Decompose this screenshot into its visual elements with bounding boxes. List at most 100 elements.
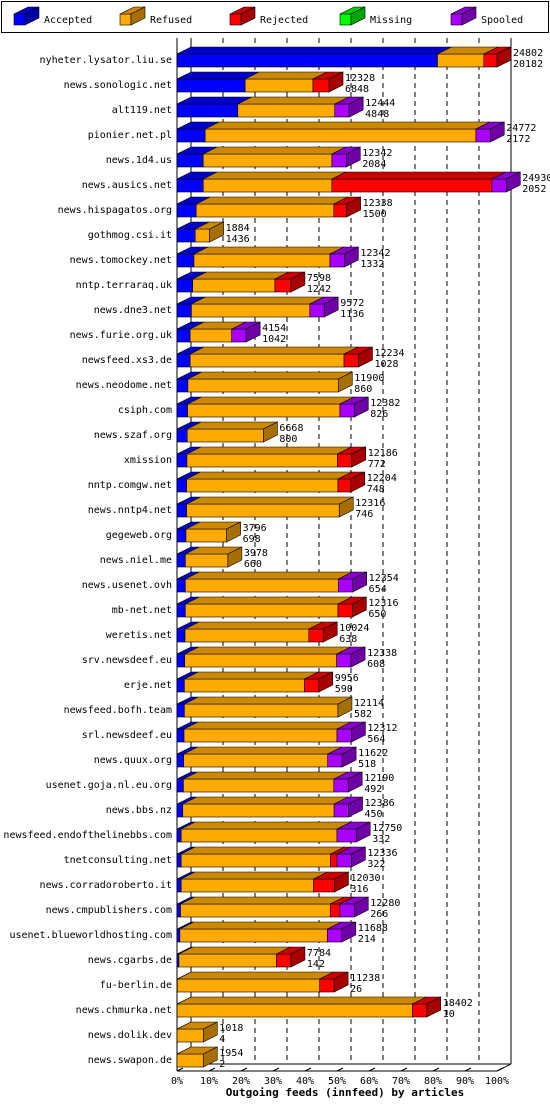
bar-refused-top xyxy=(237,96,349,105)
bar-spooled-side xyxy=(352,571,367,593)
bar-accepted-front xyxy=(176,578,186,593)
bar-row xyxy=(176,671,334,693)
accepted-value: 650 xyxy=(368,609,386,620)
bar-accepted xyxy=(176,46,452,68)
bar-accepted-front xyxy=(176,778,184,793)
bar-accepted-front xyxy=(176,503,187,518)
bar-row xyxy=(176,471,366,493)
accepted-value: 266 xyxy=(370,909,388,920)
accepted-value: 826 xyxy=(370,409,388,420)
accepted-value: 590 xyxy=(335,684,353,695)
bar-refused-top xyxy=(181,871,328,880)
bar-rejected-front xyxy=(337,478,352,493)
bar-refused-front xyxy=(184,678,305,693)
category-label: srv.newsdeef.eu xyxy=(82,655,172,666)
bar-refused xyxy=(192,271,290,293)
category-label: news.tomockey.net xyxy=(70,255,172,266)
offered-value: 12382 xyxy=(370,398,400,409)
bar-refused-front xyxy=(193,253,331,268)
bar-refused-top xyxy=(185,571,353,580)
bar-refused-side xyxy=(337,371,353,393)
bar-accepted-front xyxy=(176,253,195,268)
bar-accepted-front xyxy=(176,878,182,893)
bar-refused xyxy=(185,596,353,618)
bar-refused xyxy=(185,546,243,568)
bar-refused xyxy=(189,321,246,343)
offered-value: 9956 xyxy=(335,673,359,684)
bar-rejected-front xyxy=(319,978,335,993)
bar-refused-front xyxy=(186,503,340,518)
bar-spooled-side xyxy=(344,246,359,268)
legend-swatch-rejected xyxy=(229,6,256,26)
bar-refused-side xyxy=(209,221,224,243)
category-label: news.bbs.nz xyxy=(106,805,172,816)
bar-refused xyxy=(191,296,324,318)
bar-spooled-front xyxy=(333,803,349,818)
bar-refused-front xyxy=(177,978,321,993)
bar-spooled-front xyxy=(336,653,352,668)
bar-accepted-front xyxy=(176,553,186,568)
category-label: news.ausics.net xyxy=(82,180,172,191)
bar-accepted-front xyxy=(176,603,186,618)
bar-refused-side xyxy=(226,521,241,543)
x-tick-label: 90% xyxy=(456,1076,474,1087)
x-tick-mark xyxy=(368,1067,376,1072)
bar-accepted xyxy=(176,246,209,268)
offered-value: 1884 xyxy=(226,223,250,234)
x-tick-label: 100% xyxy=(485,1076,509,1087)
bar-spooled-side xyxy=(245,321,261,343)
bar-refused xyxy=(180,846,345,868)
bar-refused xyxy=(184,646,351,668)
category-label: csiph.com xyxy=(118,405,172,416)
legend-label-refused: Refused xyxy=(150,15,192,26)
bar-refused-front xyxy=(179,928,328,943)
bar-refused xyxy=(244,71,328,93)
bar-row xyxy=(176,621,338,643)
bar-rejected-side xyxy=(426,996,442,1018)
bar-accepted-front xyxy=(176,678,185,693)
bar-refused-top xyxy=(182,796,349,805)
bar-row xyxy=(176,71,344,93)
bar-refused-front xyxy=(187,403,341,418)
bar-row xyxy=(176,521,241,543)
category-label: newsfeed.endofthelinebbs.com xyxy=(3,830,172,841)
bar-row xyxy=(176,371,353,393)
bar-refused-front xyxy=(185,528,227,543)
bar-spooled xyxy=(333,771,363,793)
bar-spooled xyxy=(336,821,371,843)
accepted-value: 1042 xyxy=(262,334,286,345)
bar-refused-side xyxy=(202,1046,218,1068)
legend-swatch-accepted-side xyxy=(24,6,40,26)
accepted-value: 316 xyxy=(350,884,368,895)
bar-rejected-front xyxy=(276,953,292,968)
bar-row xyxy=(176,421,278,443)
x-tick-label: 30% xyxy=(264,1076,282,1087)
bar-spooled xyxy=(309,296,339,318)
accepted-value: 1136 xyxy=(340,309,364,320)
bar-rejected xyxy=(331,171,507,193)
category-label: news.cgarbs.de xyxy=(88,955,172,966)
bar-spooled xyxy=(475,121,505,143)
bar-refused xyxy=(183,771,348,793)
bar-refused-front xyxy=(204,128,477,143)
bar-refused-top xyxy=(186,446,352,455)
offered-value: 12338 xyxy=(367,648,397,659)
bar-rejected-front xyxy=(274,278,292,293)
category-label: nyheter.lysator.liu.se xyxy=(40,55,172,66)
x-tick-mark xyxy=(240,1067,248,1072)
legend-label-accepted: Accepted xyxy=(44,15,92,26)
legend-swatch-rejected-side xyxy=(240,6,256,26)
bar-accepted-front xyxy=(176,728,185,743)
bar-row xyxy=(176,721,366,743)
bar-row xyxy=(176,496,354,518)
category-label: news.dolik.dev xyxy=(88,1030,172,1041)
bar-accepted-front xyxy=(176,228,196,243)
legend-swatch-accepted xyxy=(13,6,40,26)
bar-refused-top xyxy=(192,271,290,280)
x-tick-mark xyxy=(208,1067,216,1072)
bar-rejected-side xyxy=(290,271,306,293)
bar-row xyxy=(176,921,357,943)
category-label: news.nntp4.net xyxy=(88,505,172,516)
bar-spooled-side xyxy=(353,896,369,918)
bar-refused-side xyxy=(338,496,354,518)
